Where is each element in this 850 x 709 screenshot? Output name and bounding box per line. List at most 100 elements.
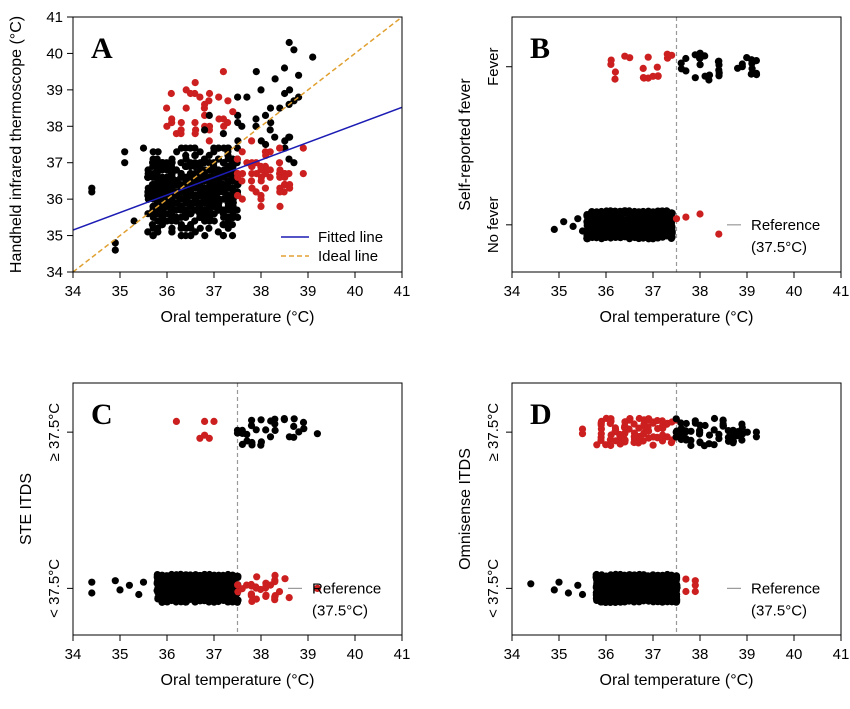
data-point bbox=[276, 188, 284, 196]
data-point bbox=[747, 70, 755, 78]
x-tick-label: 40 bbox=[786, 646, 803, 663]
data-point bbox=[167, 590, 175, 598]
data-point bbox=[182, 162, 190, 170]
data-point bbox=[597, 574, 606, 583]
data-point bbox=[191, 575, 199, 583]
data-point bbox=[262, 591, 270, 599]
data-point bbox=[616, 572, 625, 580]
data-point bbox=[634, 576, 643, 584]
panel-letter: A bbox=[91, 32, 113, 65]
data-point bbox=[550, 586, 558, 594]
data-point bbox=[715, 66, 723, 74]
data-point bbox=[701, 421, 709, 430]
data-point bbox=[560, 218, 568, 226]
data-point bbox=[752, 433, 761, 441]
data-point bbox=[611, 68, 620, 76]
data-point bbox=[210, 589, 218, 598]
data-point bbox=[639, 64, 647, 72]
data-point bbox=[182, 224, 190, 232]
y-axis-title: Handheld infrared thermoscope (°C) bbox=[8, 16, 25, 273]
data-point bbox=[654, 208, 662, 216]
data-point bbox=[196, 93, 204, 101]
reference-legend: Reference (37.5°C) bbox=[288, 580, 381, 619]
data-point bbox=[205, 434, 213, 442]
data-point bbox=[228, 232, 237, 240]
data-point bbox=[620, 207, 629, 215]
data-point bbox=[196, 581, 204, 590]
y-category-label: < 37.5°C bbox=[46, 559, 63, 618]
data-point bbox=[233, 170, 241, 178]
data-point bbox=[191, 119, 199, 127]
points bbox=[527, 414, 761, 607]
data-point bbox=[271, 596, 279, 604]
data-point bbox=[257, 441, 265, 449]
data-point bbox=[158, 221, 166, 229]
data-point bbox=[186, 144, 194, 152]
x-axis-title: Oral temperature (°C) bbox=[600, 309, 754, 326]
data-point bbox=[672, 590, 680, 598]
data-point bbox=[607, 212, 615, 220]
data-point bbox=[677, 425, 685, 433]
legend-label: Fitted line bbox=[318, 229, 383, 246]
data-point bbox=[220, 144, 228, 152]
data-point bbox=[644, 53, 652, 61]
legend: Fitted line Ideal line bbox=[281, 229, 383, 265]
data-point bbox=[682, 419, 690, 428]
data-point bbox=[252, 115, 260, 123]
data-point bbox=[219, 232, 227, 240]
panel-letter: D bbox=[530, 398, 552, 431]
points bbox=[88, 38, 317, 254]
data-point bbox=[271, 75, 279, 83]
data-point bbox=[168, 166, 176, 174]
points bbox=[550, 49, 761, 243]
data-point bbox=[696, 428, 704, 437]
y-tick-label: 41 bbox=[46, 9, 63, 26]
data-point bbox=[625, 213, 634, 222]
data-point bbox=[172, 571, 180, 579]
data-point bbox=[243, 93, 251, 101]
data-point bbox=[672, 215, 681, 223]
x-tick-label: 34 bbox=[65, 646, 82, 663]
data-point bbox=[205, 224, 213, 232]
x-tick-label: 41 bbox=[394, 646, 411, 663]
data-point bbox=[159, 206, 167, 214]
data-point bbox=[607, 441, 615, 450]
data-point bbox=[172, 177, 180, 185]
data-point bbox=[696, 61, 704, 69]
data-point bbox=[682, 436, 690, 444]
data-point bbox=[654, 225, 662, 234]
data-point bbox=[607, 56, 615, 64]
data-point bbox=[281, 89, 289, 98]
plot-frame bbox=[72, 382, 403, 636]
data-point bbox=[210, 597, 218, 605]
data-point bbox=[276, 166, 284, 174]
data-point bbox=[177, 232, 185, 240]
data-point bbox=[214, 202, 222, 210]
data-point bbox=[252, 595, 260, 603]
data-point bbox=[668, 209, 676, 217]
data-point bbox=[158, 598, 166, 606]
data-point bbox=[682, 213, 690, 221]
data-point bbox=[286, 133, 294, 141]
data-point bbox=[177, 126, 185, 134]
data-point bbox=[602, 211, 610, 219]
data-point bbox=[139, 144, 148, 152]
legend-label: Ideal line bbox=[318, 248, 378, 265]
x-tick-label: 34 bbox=[65, 283, 82, 300]
data-point bbox=[210, 417, 218, 425]
data-point bbox=[607, 579, 615, 587]
data-point bbox=[691, 587, 699, 596]
data-point bbox=[253, 573, 261, 581]
data-point bbox=[696, 49, 704, 57]
x-tick-label: 39 bbox=[300, 646, 317, 663]
x-tick-label: 40 bbox=[347, 646, 364, 663]
data-point bbox=[201, 213, 209, 221]
x-tick-label: 38 bbox=[253, 283, 270, 300]
data-point bbox=[182, 571, 190, 579]
data-point bbox=[630, 207, 639, 216]
data-point bbox=[257, 195, 265, 203]
data-point bbox=[673, 430, 681, 438]
data-point bbox=[238, 148, 246, 156]
data-point bbox=[280, 181, 289, 189]
data-point bbox=[574, 215, 582, 223]
